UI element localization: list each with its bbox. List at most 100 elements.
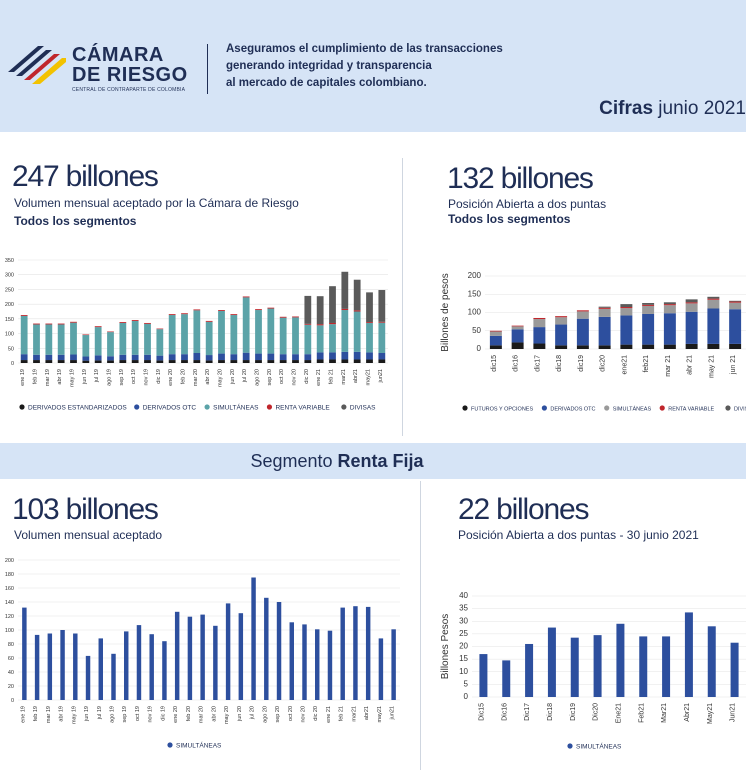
bar-segment bbox=[193, 360, 201, 363]
legend-marker bbox=[19, 404, 25, 410]
bar-segment bbox=[119, 360, 127, 363]
x-tick-label: may 20 bbox=[218, 369, 224, 387]
legend-marker bbox=[541, 405, 547, 411]
bar-segment bbox=[316, 325, 324, 353]
x-tick-label: feb 20 bbox=[181, 369, 187, 384]
bar-segment bbox=[555, 324, 568, 346]
bar-segment bbox=[662, 636, 671, 697]
x-tick-label: mar 19 bbox=[46, 706, 52, 723]
bar-segment bbox=[119, 322, 127, 323]
bar-segment bbox=[533, 319, 546, 328]
y-tick-label: 10 bbox=[459, 667, 468, 676]
bar-segment bbox=[391, 629, 396, 700]
legend-label: FUTUROS Y OPCIONES bbox=[471, 407, 533, 413]
legend-marker bbox=[604, 405, 610, 411]
bar-segment bbox=[70, 354, 77, 361]
bar-segment bbox=[533, 327, 546, 344]
x-tick-label: ago 20 bbox=[255, 369, 261, 386]
x-tick-label: may21 bbox=[366, 369, 372, 386]
bar-segment bbox=[489, 335, 502, 346]
bar-segment bbox=[107, 332, 114, 357]
bar-segment bbox=[502, 660, 511, 697]
x-tick-label: mar21 bbox=[351, 706, 357, 722]
bar-segment bbox=[70, 321, 77, 323]
bar-segment bbox=[22, 607, 27, 700]
y-tick-label: 35 bbox=[459, 604, 468, 613]
y-tick-label: 80 bbox=[8, 642, 14, 648]
bar-segment bbox=[174, 611, 180, 700]
x-tick-label: Dic17 bbox=[524, 703, 531, 721]
bar-segment bbox=[304, 295, 312, 324]
bar-segment bbox=[353, 310, 361, 312]
bar-segment bbox=[316, 296, 324, 325]
bar-segment bbox=[598, 306, 611, 308]
x-tick-label: ene 21 bbox=[326, 706, 332, 723]
x-tick-label: oct 20 bbox=[279, 369, 285, 384]
brand-name-line2: DE RIESGO bbox=[72, 64, 188, 86]
bar-segment bbox=[366, 359, 373, 363]
bar-segment bbox=[218, 310, 225, 311]
chart-posicion-renta-fija: 0 5 10 15 20 25 30 35 40 Billones Pesos Dic15 Dic16… bbox=[440, 591, 746, 751]
x-tick-label: ene 20 bbox=[168, 369, 174, 386]
bar-segment bbox=[205, 360, 213, 363]
segment-prefix: Segmento bbox=[250, 451, 338, 471]
bar-segment bbox=[47, 633, 53, 700]
x-tick-label: dic15 bbox=[491, 355, 498, 372]
bar-segment bbox=[168, 360, 176, 363]
bar-segment bbox=[570, 637, 579, 697]
bar-segment bbox=[255, 353, 262, 361]
y-tick-label: 20 bbox=[8, 684, 14, 690]
bar-segment bbox=[378, 321, 386, 323]
bar-segment bbox=[620, 344, 633, 349]
bar-segment bbox=[684, 612, 693, 697]
bar-segment bbox=[329, 286, 336, 323]
bar-segment bbox=[107, 356, 114, 361]
chart-volumen-total: 0 50 100 150 200 250 300 350 ene 19 feb 19 mar 19 a… bbox=[5, 258, 388, 412]
bar-segment bbox=[213, 625, 218, 700]
bar-segment bbox=[33, 324, 40, 355]
x-tick-label: Dic16 bbox=[501, 703, 508, 721]
bar-segment bbox=[304, 354, 312, 361]
bar-segment bbox=[111, 653, 116, 700]
bar-segment bbox=[193, 309, 201, 311]
bar-segment bbox=[707, 298, 720, 300]
bar-segment bbox=[131, 354, 139, 361]
x-tick-label: may 19 bbox=[71, 706, 77, 724]
legend-marker bbox=[204, 404, 210, 410]
bar-segment bbox=[218, 310, 225, 354]
x-tick-label: dic20 bbox=[600, 355, 607, 372]
bar-segment bbox=[20, 315, 28, 316]
bar-segment bbox=[315, 629, 320, 700]
x-tick-label: nov 20 bbox=[292, 369, 298, 386]
bar-segment bbox=[267, 307, 275, 309]
y-tick-label: 0 bbox=[11, 698, 14, 704]
vol-total-subtitle: Volumen mensual aceptado por la Cámara d… bbox=[14, 196, 299, 210]
bar-segment bbox=[707, 308, 720, 344]
bar-segment bbox=[729, 302, 742, 310]
bar-segment bbox=[304, 324, 312, 355]
bar-segment bbox=[205, 321, 213, 356]
pos-total-subtitle: Posición Abierta a dos puntas bbox=[448, 197, 607, 211]
bar-segment bbox=[279, 360, 287, 363]
bar-segment bbox=[327, 630, 333, 700]
bar-segment bbox=[663, 305, 676, 314]
bar-segment bbox=[593, 635, 602, 697]
bar-segment bbox=[156, 355, 164, 361]
y-tick-label: 100 bbox=[5, 628, 14, 634]
x-tick-label: Dic18 bbox=[547, 703, 554, 721]
x-tick-label: ago 20 bbox=[262, 706, 268, 723]
bar-segment bbox=[181, 314, 188, 355]
bar-segment bbox=[230, 314, 238, 316]
y-tick-label: 300 bbox=[5, 273, 14, 279]
bar-segment bbox=[168, 314, 176, 316]
x-tick-label: jun 20 bbox=[237, 706, 243, 722]
bar-segment bbox=[533, 317, 546, 320]
bar-segment bbox=[20, 315, 28, 355]
bar-segment bbox=[341, 359, 349, 363]
tagline-line-3: al mercado de capitales colombiano. bbox=[226, 77, 427, 89]
x-tick-label: dic19 bbox=[578, 355, 585, 372]
bar-segment bbox=[279, 354, 287, 361]
y-tick-label: 50 bbox=[8, 346, 14, 352]
bar-segment bbox=[82, 356, 90, 361]
tagline: Aseguramos el cumplimiento de las transa… bbox=[226, 41, 546, 92]
